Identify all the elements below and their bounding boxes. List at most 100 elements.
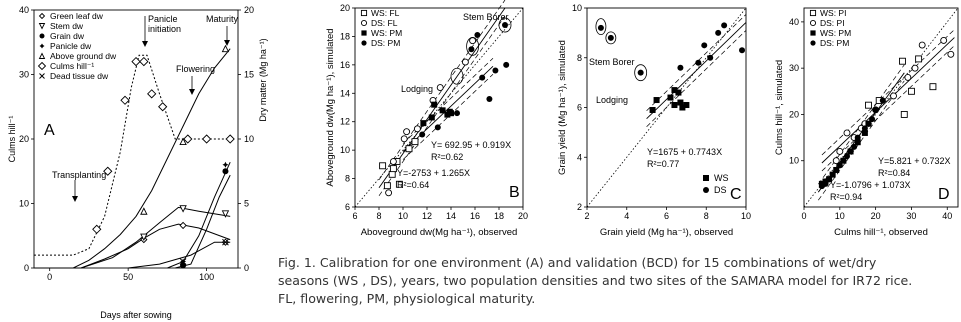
panel-a-sim-line-1 [34, 48, 231, 269]
panel-d-point [843, 153, 850, 160]
panel-d-legend-marker [810, 40, 816, 46]
panel-c-point [637, 69, 644, 76]
panel-c-legend-marker [703, 187, 709, 193]
panel-c-point [671, 87, 678, 94]
panel-b-x-tick-label: 14 [446, 211, 456, 221]
panel-a-y-tick-label: 0 [24, 263, 29, 273]
panel-b-legend-label: WS: PM [371, 28, 402, 38]
caption-line-3: FL, flowering, PM, physiological maturit… [278, 291, 536, 306]
panel-c-point [667, 94, 674, 101]
panel-b-point [388, 170, 396, 178]
panel-b-point [385, 189, 393, 197]
panel-c-y-tick-label: 4 [577, 152, 582, 162]
panel-b-legend-label: WS: FL [371, 8, 400, 18]
panel-d-point [854, 139, 861, 146]
panel-b-point [420, 120, 427, 127]
panel-b-point [461, 58, 469, 66]
panel-b-legend-marker [361, 40, 367, 46]
panel-b-point [479, 74, 486, 81]
panel-c-point [695, 59, 702, 66]
panel-d-equation-1: Y=5.821 + 0.732X [878, 156, 951, 166]
panel-c-point [683, 102, 690, 109]
panel-c-x-tick-label: 8 [704, 211, 709, 221]
panel-a-legend-marker [38, 52, 46, 59]
panel-c-x-tick-label: 6 [664, 211, 669, 221]
panel-d-legend-label: WS: PM [820, 28, 851, 38]
panel-d-point [907, 87, 915, 95]
flowering-arrowhead [189, 89, 195, 95]
panel-c-point [607, 34, 614, 41]
panel-a-y-tick-label: 20 [19, 134, 29, 144]
panel-b-ci-lower-0 [402, 74, 494, 160]
panel-b-point [428, 114, 435, 121]
panel-a-point [201, 134, 212, 144]
panel-d-label: D [938, 186, 950, 203]
panel-c-ci-upper-0 [646, 14, 747, 111]
panel-c-x-tick-label: 4 [624, 211, 629, 221]
panel-a-legend-marker [37, 61, 47, 71]
panel-c-y-tick-label: 6 [577, 103, 582, 113]
panel-d-point [904, 73, 912, 81]
panel-d-point [869, 116, 876, 123]
panel-d-point [861, 125, 868, 132]
panel-a-legend-label: Dead tissue dw [50, 71, 109, 81]
panel-b-point [502, 22, 508, 29]
panel-c-y-tick-label: 2 [577, 202, 582, 212]
panel-b-point [403, 128, 411, 136]
panel-d-xlabel: Culms hill⁻¹, observed [834, 227, 928, 238]
panel-c-fit-line-0 [646, 22, 747, 120]
panel-a-y2-tick-label: 15 [244, 70, 254, 80]
panel-d-x-tick-label: 30 [906, 211, 916, 221]
panel-d-ci-lower-0 [821, 45, 955, 172]
panel-a-ylabel: Culms hill⁻¹ [7, 116, 17, 163]
panel-a-y-tick-label: 10 [19, 199, 29, 209]
panel-b-ci-upper-1 [378, 0, 506, 181]
panel-b-equation-2: Y=-2753 + 1.265X [397, 168, 470, 178]
panel-d-y-tick-label: 30 [789, 63, 799, 73]
panel-b-point [413, 125, 421, 133]
c-stem-borer-ellipse-2 [605, 31, 617, 45]
caption-line-2: seasons (WS , DS), years, two population… [278, 273, 913, 288]
panel-d-point [836, 162, 843, 169]
panel-c-x-tick-label: 10 [741, 211, 751, 221]
panel-c-label: C [730, 186, 742, 203]
panel-b-legend-label: DS: FL [371, 18, 398, 28]
panel-d-ylabel: Culms hill⁻¹, simulated [774, 60, 785, 155]
panel-a-point [147, 89, 157, 99]
panel-b-ylabel: Aboveground dw(Mg ha⁻¹), simulated [325, 28, 336, 186]
panel-d-frame [803, 7, 959, 208]
panel-b-point [434, 124, 441, 131]
panel-d-point [833, 166, 840, 173]
panel-a-legend-marker [39, 43, 45, 49]
panel-b-y-tick-label: 20 [340, 3, 350, 13]
panel-b-r2-2: R²=0.64 [397, 180, 429, 190]
panel-d-x-tick-label: 0 [801, 211, 806, 221]
panel-d-legend-label: WS: PI [820, 8, 846, 18]
panel-a-point [179, 137, 187, 146]
maturity-arrowhead [224, 40, 230, 46]
panel-d-point [861, 129, 868, 136]
panel-a-point [225, 134, 235, 144]
panel-d-point [832, 157, 840, 165]
panel-a-y-tick-label: 30 [19, 70, 29, 80]
panel-d-fit-line-0 [821, 37, 955, 164]
panel-a-point [158, 102, 168, 112]
panel-a-y-tick-label: 40 [19, 5, 29, 15]
panel-c-y-tick-label: 8 [577, 53, 582, 63]
panel-b-y-tick-label: 8 [345, 174, 350, 184]
panel-b-x-tick-label: 18 [494, 211, 504, 221]
panel-a-legend-marker [39, 33, 45, 39]
panel-b-point [469, 37, 477, 45]
panel-b-point [395, 180, 403, 188]
panel-a-sim-line-5 [175, 174, 231, 269]
panel-c-point [721, 22, 728, 29]
panel-d-legend-label: DS: PI [820, 18, 845, 28]
panel-d-point [843, 129, 851, 137]
panel-a-legend-label: Culms hill⁻¹ [50, 61, 94, 71]
c-lodging-ellipse [634, 64, 648, 82]
panel-d-point [865, 101, 872, 109]
panel-b-point [411, 138, 419, 146]
panel-a-annotation-transplanting: Transplanting [52, 170, 106, 180]
panel-c-legend-marker [703, 175, 709, 181]
